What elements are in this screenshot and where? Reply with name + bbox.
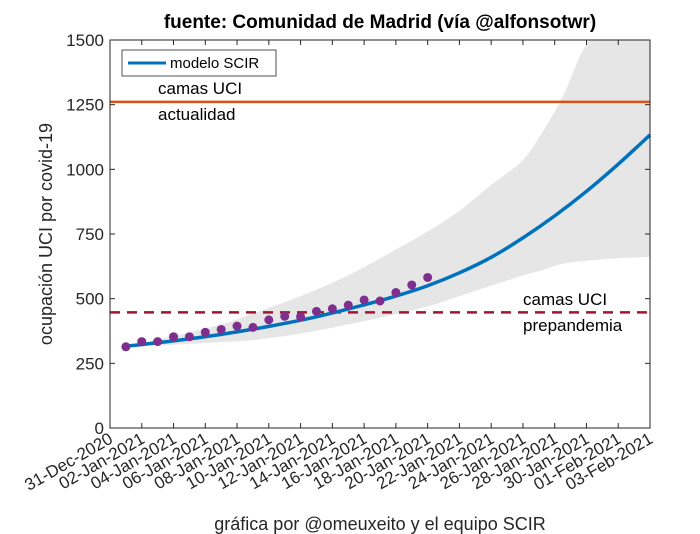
data-point [137,337,147,347]
legend: modelo SCIR [121,49,277,77]
data-point [184,332,194,342]
annot-actualidad-line2: actualidad [158,105,236,124]
data-point [311,306,321,316]
annot-prepandemia-line1: camas UCI [523,290,607,309]
data-point [296,312,306,322]
confidence-band [125,40,650,347]
data-point [169,332,179,342]
y-axis-label: ocupación UCI por covid-19 [36,123,56,345]
y-tick-label: 0 [95,419,104,438]
y-tick-label: 1250 [66,96,104,115]
data-point [327,304,337,314]
y-tick-label: 750 [76,225,104,244]
y-tick-label: 1000 [66,160,104,179]
data-point [407,280,417,290]
annot-prepandemia-line2: prepandemia [523,316,623,335]
model-line-scir [125,133,652,348]
data-point [391,287,401,297]
data-point [359,295,369,305]
legend-entry-modelo-scir: modelo SCIR [170,55,259,72]
data-point [375,296,385,306]
data-point [248,322,258,332]
y-tick-label: 500 [76,290,104,309]
data-point [280,311,290,321]
data-point [200,327,210,337]
data-point [343,300,353,310]
data-point [264,315,274,325]
chart-title: fuente: Comunidad de Madrid (vía @alfons… [164,12,596,33]
data-point [216,324,226,334]
annot-actualidad-line1: camas UCI [158,79,242,98]
data-point [121,342,131,352]
data-point [153,337,163,347]
y-tick-label: 1500 [66,31,104,50]
data-point [423,272,433,282]
x-axis-label: gráfica por @omeuxeito y el equipo SCIR [214,514,545,534]
y-tick-label: 250 [76,354,104,373]
data-point [232,321,242,331]
